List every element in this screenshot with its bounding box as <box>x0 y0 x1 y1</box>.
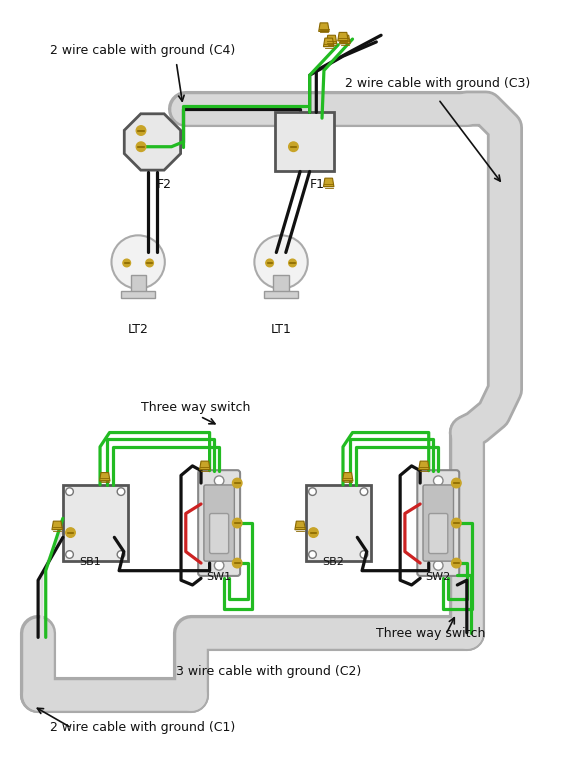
Circle shape <box>452 558 461 568</box>
Polygon shape <box>319 23 329 31</box>
Circle shape <box>136 126 146 136</box>
Polygon shape <box>100 473 110 481</box>
Circle shape <box>266 259 273 267</box>
Polygon shape <box>340 35 350 44</box>
FancyBboxPatch shape <box>121 290 155 298</box>
FancyBboxPatch shape <box>423 485 453 561</box>
Text: 3 wire cable with ground (C2): 3 wire cable with ground (C2) <box>176 666 362 679</box>
Circle shape <box>452 478 461 488</box>
Circle shape <box>117 488 125 496</box>
Text: SW2: SW2 <box>426 572 451 582</box>
Polygon shape <box>52 521 62 530</box>
Circle shape <box>117 551 125 558</box>
Circle shape <box>254 235 308 289</box>
Text: F2: F2 <box>157 178 172 191</box>
Circle shape <box>233 558 242 568</box>
Circle shape <box>123 259 131 267</box>
Circle shape <box>233 519 242 528</box>
Circle shape <box>434 476 443 486</box>
FancyBboxPatch shape <box>198 470 240 576</box>
Circle shape <box>66 551 74 558</box>
Text: SB1: SB1 <box>80 557 101 567</box>
Circle shape <box>452 519 461 528</box>
Circle shape <box>360 488 368 496</box>
Text: SW1: SW1 <box>207 572 231 582</box>
Polygon shape <box>338 32 348 41</box>
Text: Three way switch: Three way switch <box>376 627 486 640</box>
Polygon shape <box>342 473 353 481</box>
Text: LT1: LT1 <box>271 322 291 336</box>
Text: 2 wire cable with ground (C4): 2 wire cable with ground (C4) <box>50 44 235 57</box>
Text: LT2: LT2 <box>128 322 149 336</box>
Text: 2 wire cable with ground (C1): 2 wire cable with ground (C1) <box>50 721 235 734</box>
Bar <box>275 113 335 172</box>
Circle shape <box>112 235 165 289</box>
Circle shape <box>66 488 74 496</box>
Circle shape <box>215 476 224 486</box>
Polygon shape <box>295 521 305 530</box>
Circle shape <box>289 259 296 267</box>
Polygon shape <box>125 114 181 170</box>
Circle shape <box>233 478 242 488</box>
Circle shape <box>360 551 368 558</box>
Bar <box>306 485 371 561</box>
Text: F1: F1 <box>310 178 325 191</box>
Circle shape <box>136 142 146 152</box>
Circle shape <box>289 142 298 152</box>
Circle shape <box>146 259 153 267</box>
Polygon shape <box>419 461 429 470</box>
FancyBboxPatch shape <box>209 513 229 554</box>
Circle shape <box>435 520 441 526</box>
Circle shape <box>216 520 222 526</box>
FancyBboxPatch shape <box>264 290 298 298</box>
Circle shape <box>66 528 75 537</box>
FancyBboxPatch shape <box>428 513 448 554</box>
Text: Three way switch: Three way switch <box>141 401 250 414</box>
Polygon shape <box>327 35 337 44</box>
Circle shape <box>434 561 443 570</box>
Circle shape <box>215 561 224 570</box>
Polygon shape <box>200 461 210 470</box>
FancyBboxPatch shape <box>417 470 459 576</box>
FancyBboxPatch shape <box>131 275 146 293</box>
Circle shape <box>308 528 318 537</box>
Bar <box>63 485 128 561</box>
Circle shape <box>308 551 316 558</box>
FancyBboxPatch shape <box>273 275 289 293</box>
Circle shape <box>308 488 316 496</box>
Text: 2 wire cable with ground (C3): 2 wire cable with ground (C3) <box>345 77 530 90</box>
Polygon shape <box>323 38 334 47</box>
Polygon shape <box>323 178 334 187</box>
FancyBboxPatch shape <box>204 485 234 561</box>
Text: SB2: SB2 <box>323 557 344 567</box>
